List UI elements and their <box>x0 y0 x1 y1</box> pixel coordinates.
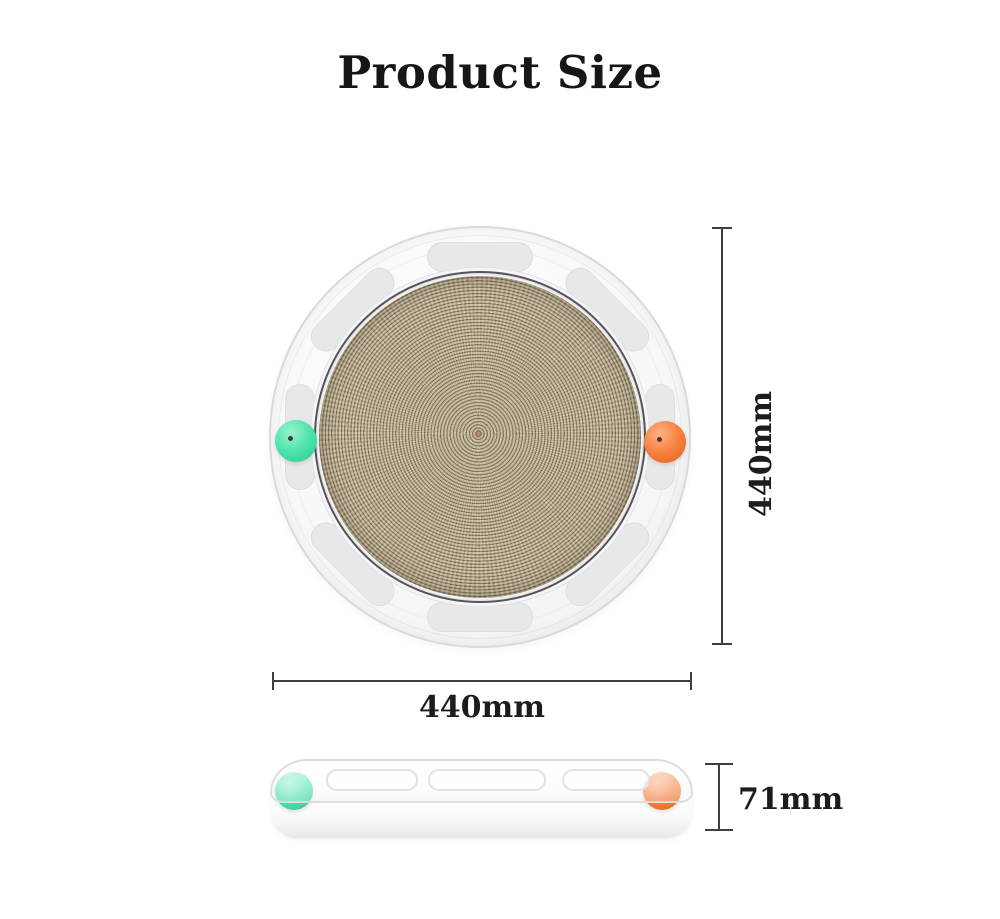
cardboard-scratch-pad <box>319 276 641 598</box>
cover-slot <box>562 769 650 791</box>
thickness-dimension-line <box>718 764 720 831</box>
green-ball <box>275 420 317 462</box>
ball-hole <box>288 435 294 441</box>
ball-hole <box>657 436 663 442</box>
dimension-end-cap <box>272 672 274 690</box>
width-dimension-label: 440mm <box>418 690 546 725</box>
dimension-end-cap <box>712 643 732 645</box>
cover-slot <box>428 769 546 791</box>
dimension-end-cap <box>690 672 692 690</box>
height-dimension-label: 440mm <box>744 390 779 517</box>
dimension-end-cap <box>705 763 733 765</box>
product-side-view <box>270 755 693 840</box>
width-dimension-line <box>272 680 692 682</box>
page-title: Product Size <box>337 46 663 99</box>
dimension-end-cap <box>705 829 733 831</box>
height-dimension-line <box>721 228 723 644</box>
product-top-view <box>269 226 691 648</box>
thickness-dimension-label: 71mm <box>738 782 844 817</box>
orange-ball <box>644 421 686 463</box>
cover-slot <box>326 769 418 791</box>
dimension-end-cap <box>712 227 732 229</box>
